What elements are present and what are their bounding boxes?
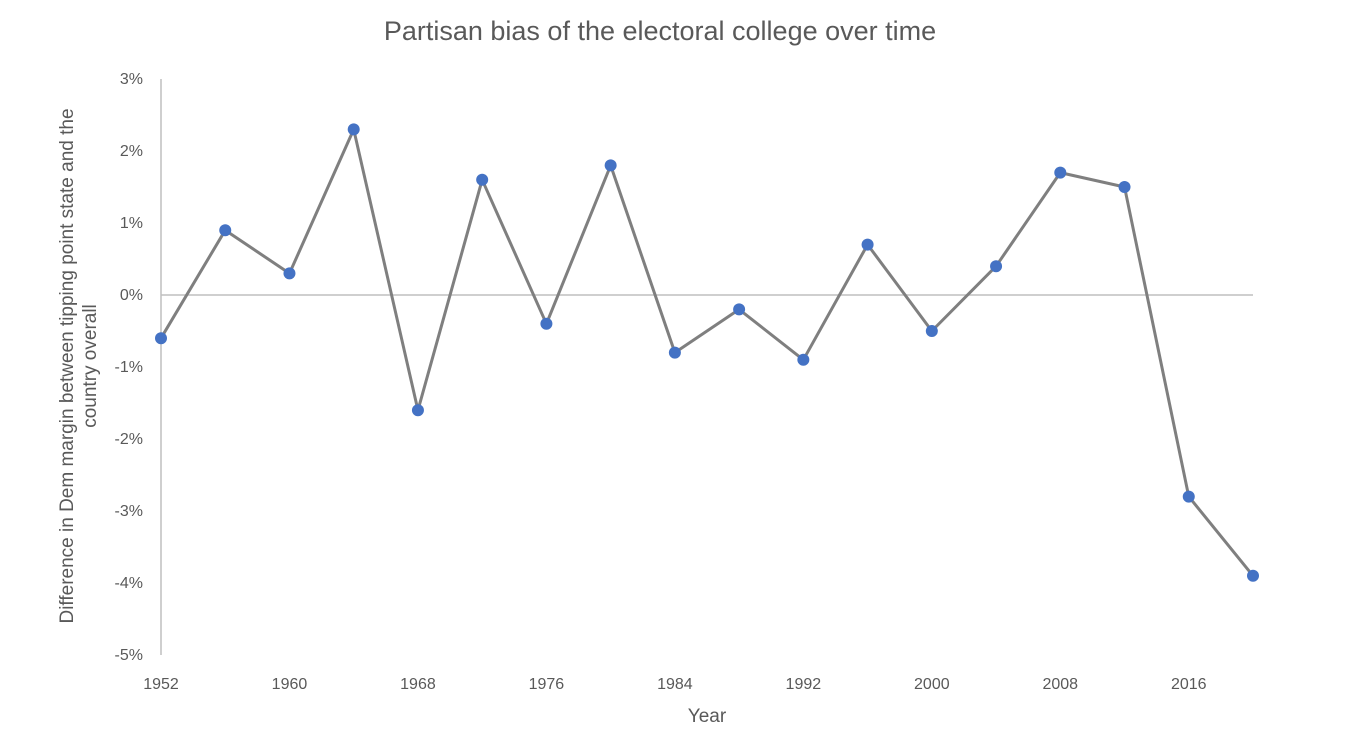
- y-axis-title-line-2: country overall: [80, 304, 101, 428]
- data-point: [219, 224, 232, 237]
- axes: [160, 79, 1253, 655]
- data-point: [797, 353, 810, 366]
- data-point: [1054, 166, 1067, 179]
- x-tick-label: 2008: [1042, 676, 1078, 693]
- y-tick-label: -4%: [115, 575, 143, 592]
- y-tick-label: 3%: [120, 71, 143, 88]
- data-point: [1182, 490, 1195, 503]
- data-point: [1118, 181, 1131, 193]
- data-point: [668, 346, 681, 359]
- data-point: [925, 325, 938, 337]
- data-point: [347, 123, 360, 136]
- data-point: [604, 159, 617, 172]
- x-tick-label: 1984: [657, 676, 693, 693]
- x-tick-labels: 1952 1960 1968 1976 1984 1992 2000 2008 2016: [143, 676, 1206, 693]
- y-tick-label: 0%: [120, 287, 143, 304]
- data-point: [861, 238, 874, 251]
- y-axis-title-line-1: Difference in Dem margin between tipping…: [57, 108, 78, 623]
- x-tick-label: 2016: [1171, 676, 1207, 693]
- y-tick-label: -2%: [115, 431, 143, 448]
- x-axis-title: Year: [688, 706, 727, 727]
- y-tick-labels: -5% -4% -3% -2% -1% 0% 1% 2% 3%: [115, 71, 143, 664]
- y-tick-label: -3%: [115, 503, 143, 520]
- x-tick-label: 1952: [143, 676, 179, 693]
- series-line: [159, 127, 1255, 577]
- y-tick-label: -1%: [115, 359, 143, 376]
- data-point: [411, 404, 424, 417]
- data-point: [155, 332, 167, 345]
- x-tick-label: 1976: [529, 676, 565, 693]
- data-point: [540, 317, 553, 330]
- x-tick-label: 1992: [786, 676, 822, 693]
- y-axis-title: Difference in Dem margin between tipping…: [57, 108, 101, 623]
- x-tick-label: 1968: [400, 676, 436, 693]
- y-tick-label: -5%: [115, 647, 143, 664]
- data-point: [1247, 569, 1259, 582]
- x-tick-label: 2000: [914, 676, 950, 693]
- data-point: [733, 303, 746, 316]
- y-tick-label: 1%: [120, 215, 143, 232]
- data-points: [155, 123, 1259, 582]
- data-point: [283, 267, 296, 280]
- data-point: [476, 173, 489, 186]
- chart-title: Partisan bias of the electoral college o…: [384, 16, 936, 46]
- series-line-group: [159, 127, 1255, 577]
- y-tick-label: 2%: [120, 143, 143, 160]
- x-tick-label: 1960: [272, 676, 308, 693]
- data-point: [990, 260, 1003, 273]
